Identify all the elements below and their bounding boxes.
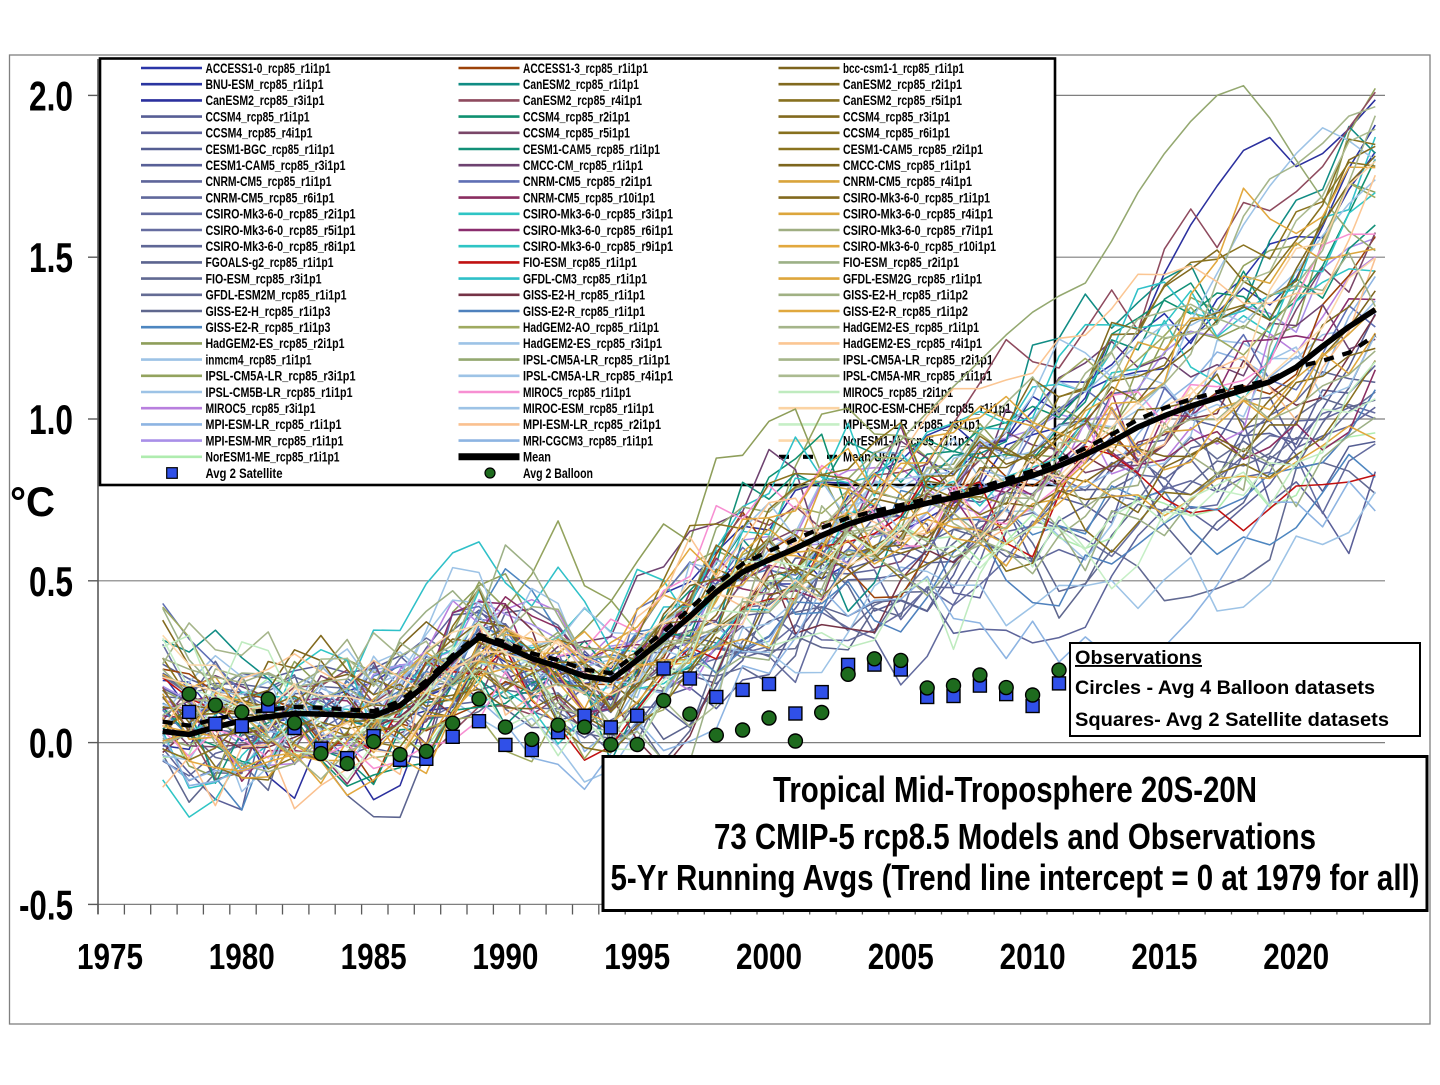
svg-text:IPSL-CM5A-LR_rcp85_r3i1p1: IPSL-CM5A-LR_rcp85_r3i1p1: [206, 369, 356, 384]
svg-text:CESM1-CAM5_rcp85_r2i1p1: CESM1-CAM5_rcp85_r2i1p1: [843, 142, 983, 157]
svg-text:CanESM2_rcp85_r2i1p1: CanESM2_rcp85_r2i1p1: [843, 77, 962, 92]
svg-text:CSIRO-Mk3-6-0_rcp85_r1i1p1: CSIRO-Mk3-6-0_rcp85_r1i1p1: [843, 190, 990, 205]
svg-text:GISS-E2-R_rcp85_r1i1p1: GISS-E2-R_rcp85_r1i1p1: [523, 304, 645, 319]
svg-text:HadGEM2-ES_rcp85_r2i1p1: HadGEM2-ES_rcp85_r2i1p1: [206, 336, 345, 351]
svg-text:CESM1-CAM5_rcp85_r3i1p1: CESM1-CAM5_rcp85_r3i1p1: [206, 158, 346, 173]
svg-text:CCSM4_rcp85_r3i1p1: CCSM4_rcp85_r3i1p1: [843, 109, 950, 124]
svg-text:CSIRO-Mk3-6-0_rcp85_r8i1p1: CSIRO-Mk3-6-0_rcp85_r8i1p1: [206, 239, 356, 254]
svg-text:GFDL-CM3_rcp85_r1i1p1: GFDL-CM3_rcp85_r1i1p1: [523, 271, 647, 286]
svg-text:MPI-ESM-LR_rcp85_r1i1p1: MPI-ESM-LR_rcp85_r1i1p1: [206, 417, 342, 432]
svg-text:CNRM-CM5_rcp85_r1i1p1: CNRM-CM5_rcp85_r1i1p1: [206, 174, 332, 189]
svg-text:CSIRO-Mk3-6-0_rcp85_r3i1p1: CSIRO-Mk3-6-0_rcp85_r3i1p1: [523, 207, 673, 222]
svg-text:CSIRO-Mk3-6-0_rcp85_r6i1p1: CSIRO-Mk3-6-0_rcp85_r6i1p1: [523, 223, 673, 238]
svg-text:CNRM-CM5_rcp85_r6i1p1: CNRM-CM5_rcp85_r6i1p1: [206, 190, 335, 205]
svg-text:Observations: Observations: [1075, 648, 1202, 669]
svg-text:CNRM-CM5_rcp85_r10i1p1: CNRM-CM5_rcp85_r10i1p1: [523, 190, 655, 205]
svg-text:CSIRO-Mk3-6-0_rcp85_r9i1p1: CSIRO-Mk3-6-0_rcp85_r9i1p1: [523, 239, 673, 254]
svg-text:FGOALS-g2_rcp85_r1i1p1: FGOALS-g2_rcp85_r1i1p1: [206, 255, 334, 270]
svg-text:Avg 2 Balloon: Avg 2 Balloon: [523, 466, 593, 481]
svg-text:ACCESS1-3_rcp85_r1i1p1: ACCESS1-3_rcp85_r1i1p1: [523, 61, 648, 76]
svg-text:1990: 1990: [472, 936, 538, 977]
svg-text:2005: 2005: [868, 936, 934, 977]
svg-text:2000: 2000: [736, 936, 802, 977]
svg-text:CCSM4_rcp85_r4i1p1: CCSM4_rcp85_r4i1p1: [206, 126, 313, 141]
svg-text:HadGEM2-AO_rcp85_r1i1p1: HadGEM2-AO_rcp85_r1i1p1: [523, 320, 659, 335]
svg-text:2.0: 2.0: [29, 72, 73, 119]
svg-text:CSIRO-Mk3-6-0_rcp85_r10i1p1: CSIRO-Mk3-6-0_rcp85_r10i1p1: [843, 239, 996, 254]
svg-text:IPSL-CM5A-LR_rcp85_r4i1p1: IPSL-CM5A-LR_rcp85_r4i1p1: [523, 369, 673, 384]
svg-text:CESM1-BGC_rcp85_r1i1p1: CESM1-BGC_rcp85_r1i1p1: [206, 142, 335, 157]
svg-text:2010: 2010: [1000, 936, 1066, 977]
svg-text:MRI-CGCM3_rcp85_r1i1p1: MRI-CGCM3_rcp85_r1i1p1: [523, 433, 653, 448]
svg-text:CSIRO-Mk3-6-0_rcp85_r7i1p1: CSIRO-Mk3-6-0_rcp85_r7i1p1: [843, 223, 993, 238]
svg-text:-0.5: -0.5: [19, 881, 73, 928]
svg-text:CSIRO-Mk3-6-0_rcp85_r2i1p1: CSIRO-Mk3-6-0_rcp85_r2i1p1: [206, 207, 356, 222]
svg-text:GISS-E2-H_rcp85_r1i1p3: GISS-E2-H_rcp85_r1i1p3: [206, 304, 331, 319]
svg-text:HadGEM2-ES_rcp85_r4i1p1: HadGEM2-ES_rcp85_r4i1p1: [843, 336, 982, 351]
svg-text:CanESM2_rcp85_r1i1p1: CanESM2_rcp85_r1i1p1: [523, 77, 639, 92]
svg-text:GFDL-ESM2G_rcp85_r1i1p1: GFDL-ESM2G_rcp85_r1i1p1: [843, 271, 982, 286]
svg-text:HadGEM2-ES_rcp85_r1i1p1: HadGEM2-ES_rcp85_r1i1p1: [843, 320, 979, 335]
svg-text:MPI-ESM-MR_rcp85_r1i1p1: MPI-ESM-MR_rcp85_r1i1p1: [206, 433, 344, 448]
svg-text:CCSM4_rcp85_r6i1p1: CCSM4_rcp85_r6i1p1: [843, 126, 950, 141]
svg-text:CanESM2_rcp85_r5i1p1: CanESM2_rcp85_r5i1p1: [843, 93, 962, 108]
svg-text:5-Yr Running Avgs (Trend line: 5-Yr Running Avgs (Trend line intercept …: [611, 857, 1420, 898]
svg-text:MIROC5_rcp85_r3i1p1: MIROC5_rcp85_r3i1p1: [206, 401, 316, 416]
svg-text:1995: 1995: [604, 936, 670, 977]
svg-text:ACCESS1-0_rcp85_r1i1p1: ACCESS1-0_rcp85_r1i1p1: [206, 61, 331, 76]
svg-text:CMCC-CM_rcp85_r1i1p1: CMCC-CM_rcp85_r1i1p1: [523, 158, 643, 173]
svg-text:2015: 2015: [1131, 936, 1197, 977]
svg-text:NorESM1-ME_rcp85_r1i1p1: NorESM1-ME_rcp85_r1i1p1: [206, 450, 340, 465]
svg-text:1.0: 1.0: [29, 396, 73, 443]
svg-text:IPSL-CM5B-LR_rcp85_r1i1p1: IPSL-CM5B-LR_rcp85_r1i1p1: [206, 385, 353, 400]
svg-text:MIROC-ESM-CHEM_rcp85_r1i1p1: MIROC-ESM-CHEM_rcp85_r1i1p1: [843, 401, 1011, 416]
svg-text:MIROC5_rcp85_r1i1p1: MIROC5_rcp85_r1i1p1: [523, 385, 631, 400]
svg-text:MIROC-ESM_rcp85_r1i1p1: MIROC-ESM_rcp85_r1i1p1: [523, 401, 654, 416]
svg-text:MPI-ESM-LR_rcp85_r3i1p1: MPI-ESM-LR_rcp85_r3i1p1: [843, 417, 981, 432]
svg-text:CMCC-CMS_rcp85_r1i1p1: CMCC-CMS_rcp85_r1i1p1: [843, 158, 971, 173]
svg-text:CESM1-CAM5_rcp85_r1i1p1: CESM1-CAM5_rcp85_r1i1p1: [523, 142, 660, 157]
svg-text:HadGEM2-ES_rcp85_r3i1p1: HadGEM2-ES_rcp85_r3i1p1: [523, 336, 662, 351]
svg-text:CanESM2_rcp85_r4i1p1: CanESM2_rcp85_r4i1p1: [523, 93, 642, 108]
svg-text:Mean: Mean: [523, 450, 551, 465]
svg-text:CanESM2_rcp85_r3i1p1: CanESM2_rcp85_r3i1p1: [206, 93, 325, 108]
svg-text:FIO-ESM_rcp85_r1i1p1: FIO-ESM_rcp85_r1i1p1: [523, 255, 637, 270]
svg-text:CSIRO-Mk3-6-0_rcp85_r5i1p1: CSIRO-Mk3-6-0_rcp85_r5i1p1: [206, 223, 356, 238]
svg-text:GISS-E2-R_rcp85_r1i1p3: GISS-E2-R_rcp85_r1i1p3: [206, 320, 331, 335]
svg-text:CCSM4_rcp85_r1i1p1: CCSM4_rcp85_r1i1p1: [206, 109, 310, 124]
svg-text:MPI-ESM-LR_rcp85_r2i1p1: MPI-ESM-LR_rcp85_r2i1p1: [523, 417, 661, 432]
svg-text:Squares- Avg 2 Satellite datas: Squares- Avg 2 Satellite datasets: [1075, 710, 1389, 731]
svg-text:1.5: 1.5: [29, 234, 73, 281]
svg-text:GFDL-ESM2M_rcp85_r1i1p1: GFDL-ESM2M_rcp85_r1i1p1: [206, 288, 347, 303]
svg-text:2020: 2020: [1263, 936, 1329, 977]
svg-text:IPSL-CM5A-LR_rcp85_r2i1p1: IPSL-CM5A-LR_rcp85_r2i1p1: [843, 352, 993, 367]
svg-text:FIO-ESM_rcp85_r3i1p1: FIO-ESM_rcp85_r3i1p1: [206, 271, 322, 286]
svg-text:CNRM-CM5_rcp85_r2i1p1: CNRM-CM5_rcp85_r2i1p1: [523, 174, 652, 189]
svg-text:IPSL-CM5A-LR_rcp85_r1i1p1: IPSL-CM5A-LR_rcp85_r1i1p1: [523, 352, 670, 367]
svg-text:GISS-E2-H_rcp85_r1i1p1: GISS-E2-H_rcp85_r1i1p1: [523, 288, 645, 303]
svg-text:0.0: 0.0: [29, 720, 73, 767]
svg-text:0.5: 0.5: [29, 558, 73, 605]
svg-text:°C: °C: [10, 478, 55, 525]
svg-text:CSIRO-Mk3-6-0_rcp85_r4i1p1: CSIRO-Mk3-6-0_rcp85_r4i1p1: [843, 207, 993, 222]
svg-text:BNU-ESM_rcp85_r1i1p1: BNU-ESM_rcp85_r1i1p1: [206, 77, 324, 92]
svg-text:bcc-csm1-1_rcp85_r1i1p1: bcc-csm1-1_rcp85_r1i1p1: [843, 61, 964, 76]
svg-text:MIROC5_rcp85_r2i1p1: MIROC5_rcp85_r2i1p1: [843, 385, 953, 400]
svg-text:CNRM-CM5_rcp85_r4i1p1: CNRM-CM5_rcp85_r4i1p1: [843, 174, 972, 189]
svg-text:CCSM4_rcp85_r2i1p1: CCSM4_rcp85_r2i1p1: [523, 109, 630, 124]
svg-text:Tropical Mid-Troposphere 20S-2: Tropical Mid-Troposphere 20S-20N: [773, 769, 1257, 810]
svg-text:73 CMIP-5 rcp8.5 Models and Ob: 73 CMIP-5 rcp8.5 Models and Observations: [714, 816, 1316, 857]
svg-text:inmcm4_rcp85_r1i1p1: inmcm4_rcp85_r1i1p1: [206, 352, 312, 367]
svg-text:GISS-E2-H_rcp85_r1i1p2: GISS-E2-H_rcp85_r1i1p2: [843, 288, 968, 303]
svg-text:1980: 1980: [209, 936, 275, 977]
svg-text:1975: 1975: [77, 936, 143, 977]
svg-text:FIO-ESM_rcp85_r2i1p1: FIO-ESM_rcp85_r2i1p1: [843, 255, 959, 270]
svg-text:CCSM4_rcp85_r5i1p1: CCSM4_rcp85_r5i1p1: [523, 126, 630, 141]
svg-text:IPSL-CM5A-MR_rcp85_r1i1p1: IPSL-CM5A-MR_rcp85_r1i1p1: [843, 369, 992, 384]
svg-text:1985: 1985: [341, 936, 407, 977]
svg-text:GISS-E2-R_rcp85_r1i1p2: GISS-E2-R_rcp85_r1i1p2: [843, 304, 968, 319]
svg-text:Avg 2 Satellite: Avg 2 Satellite: [206, 466, 283, 481]
svg-text:Circles - Avg 4 Balloon datase: Circles - Avg 4 Balloon datasets: [1075, 678, 1375, 699]
